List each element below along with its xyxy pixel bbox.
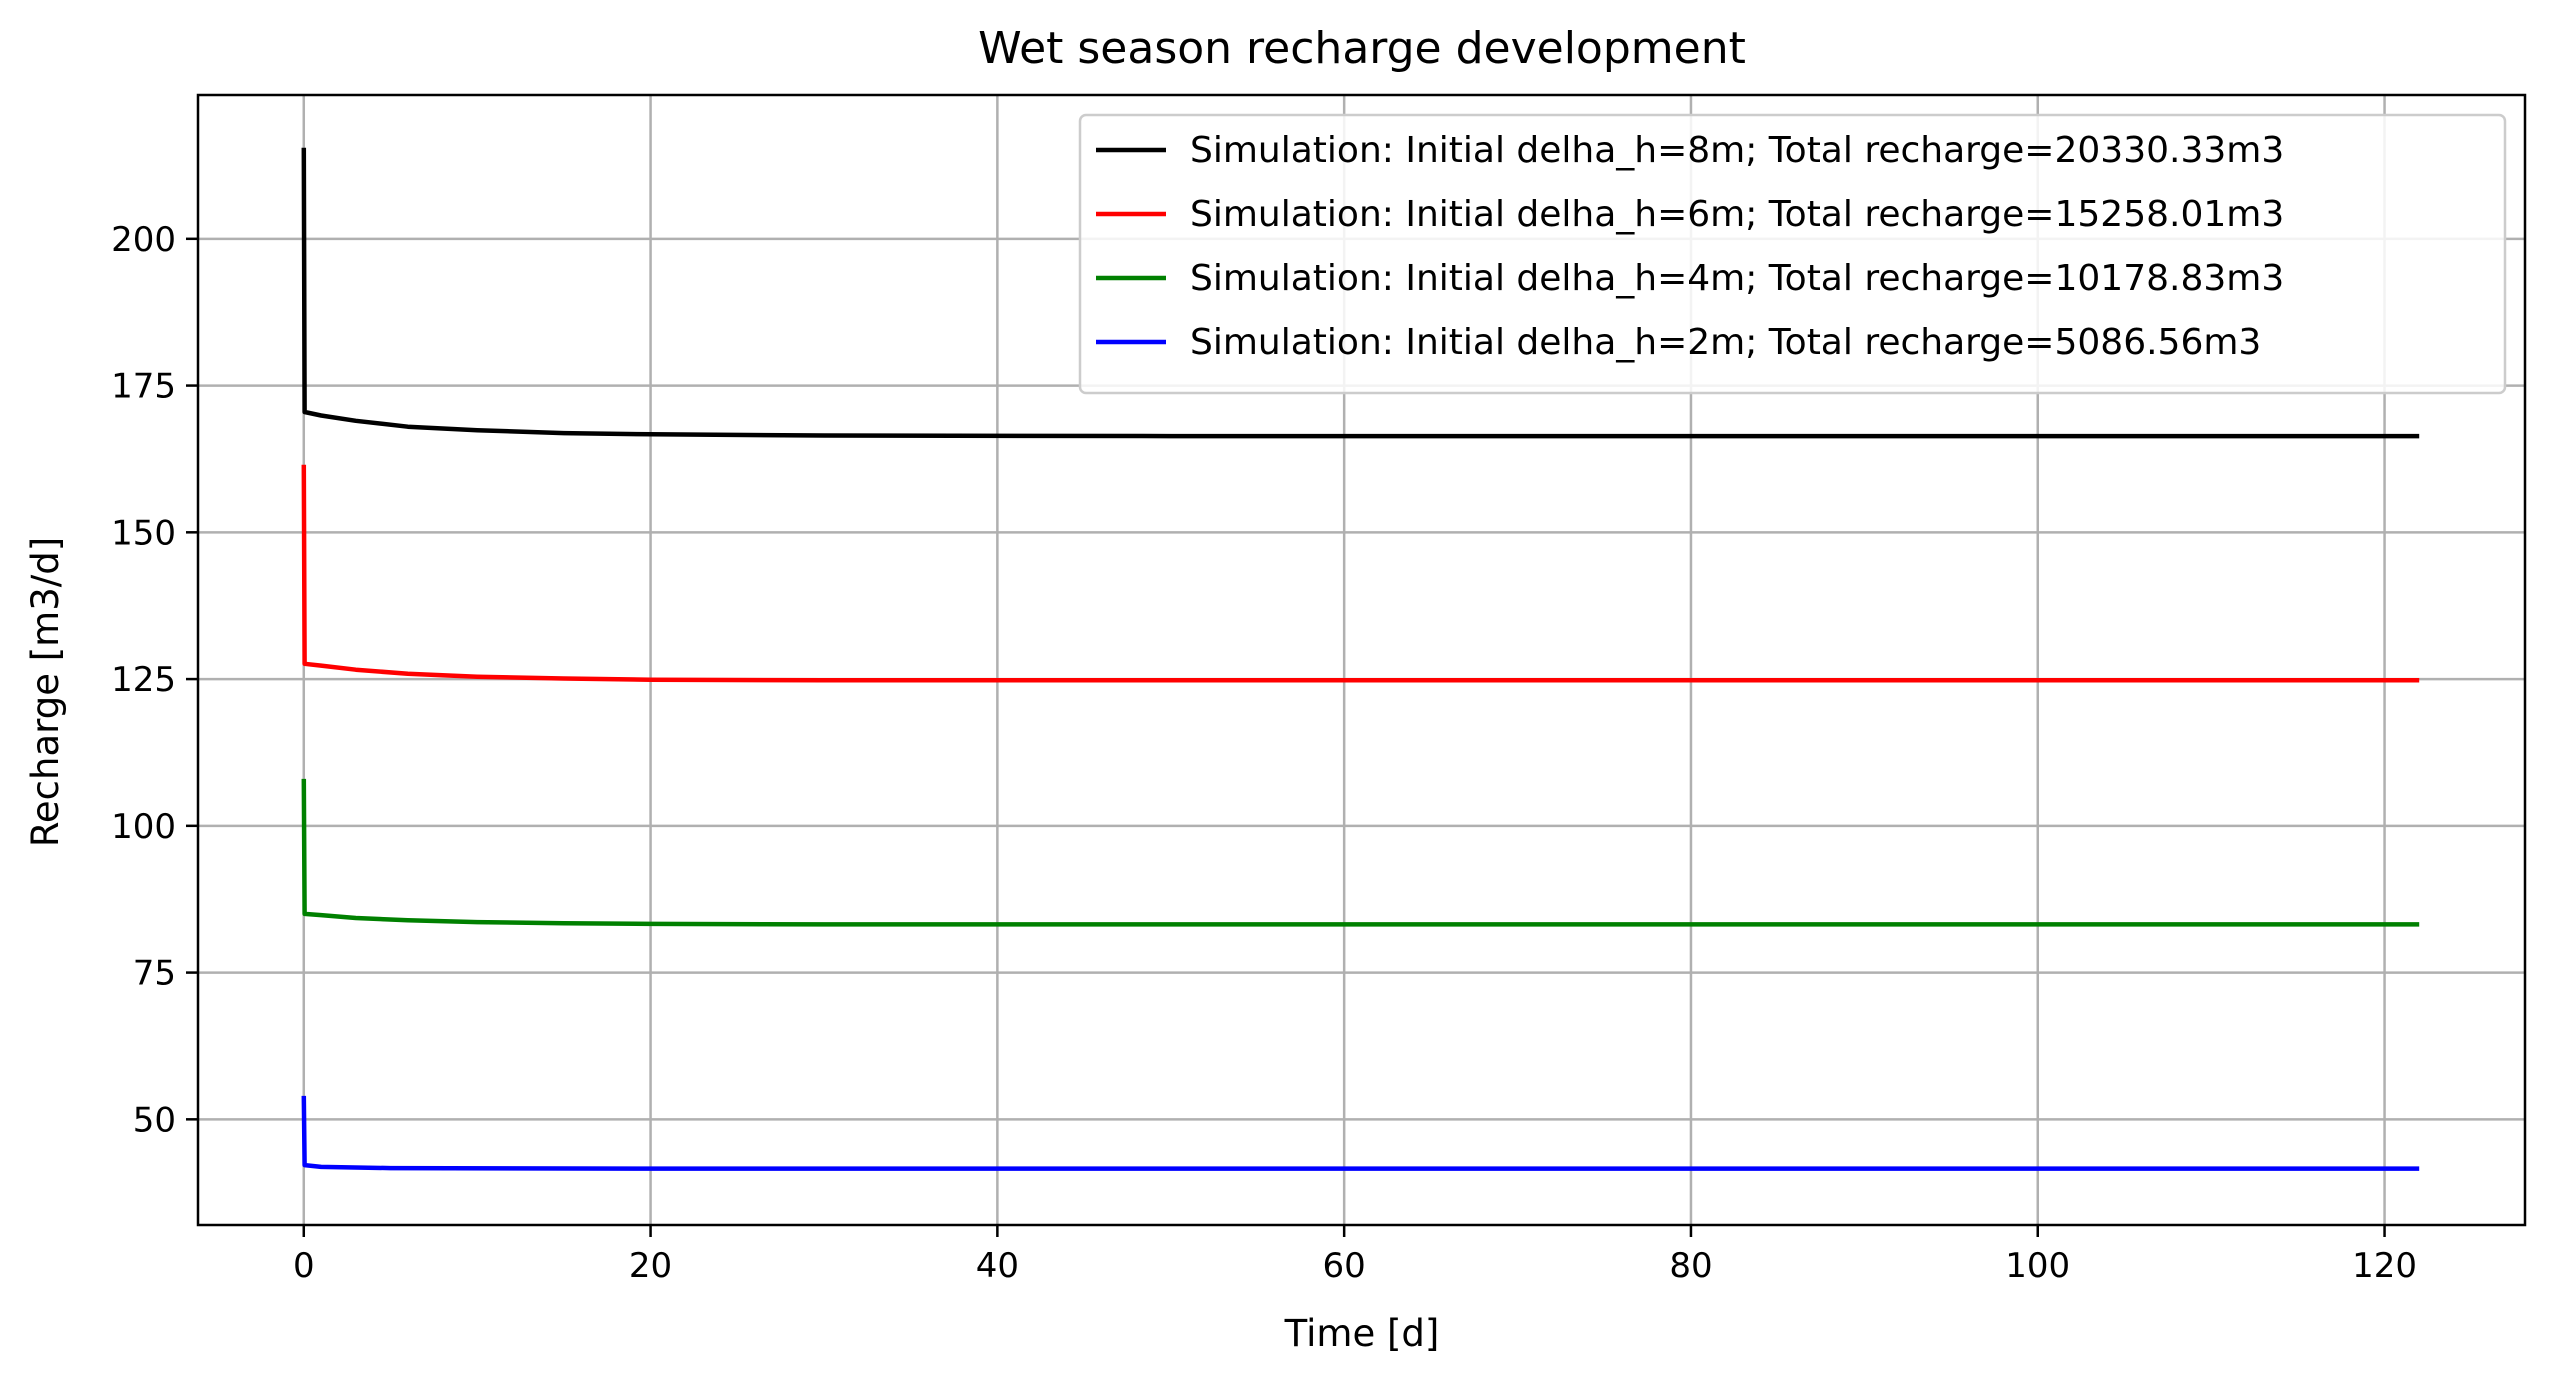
chart-title: Wet season recharge development xyxy=(978,23,1746,74)
y-axis-ticks: 50 75 100 125 150 175 200 xyxy=(111,220,198,1140)
x-tick-label: 60 xyxy=(1323,1246,1366,1286)
legend-label-3: Simulation: Initial delha_h=4m; Total re… xyxy=(1190,258,2284,299)
x-tick-label: 120 xyxy=(2352,1246,2417,1286)
legend-label-2: Simulation: Initial delha_h=6m; Total re… xyxy=(1190,194,2284,235)
x-tick-label: 80 xyxy=(1669,1246,1712,1286)
y-tick-label: 175 xyxy=(111,367,176,407)
legend-box xyxy=(1078,113,2507,395)
plot-frame xyxy=(196,93,2527,1227)
legend-label-1: Simulation: Initial delha_h=8m; Total re… xyxy=(1190,130,2284,171)
x-tick-label: 0 xyxy=(293,1246,315,1286)
legend: Simulation: Initial delha_h=8m; Total re… xyxy=(1078,113,2507,395)
y-tick-label: 50 xyxy=(133,1100,176,1140)
y-tick-label: 125 xyxy=(111,660,176,700)
series-line-1 xyxy=(301,147,2420,439)
series-line-3 xyxy=(301,778,2420,927)
y-tick-label: 75 xyxy=(133,954,176,994)
y-tick-label: 200 xyxy=(111,220,176,260)
y-tick-label: 150 xyxy=(111,513,176,553)
x-tick-label: 100 xyxy=(2005,1246,2070,1286)
y-axis-label: Recharge [m3/d] xyxy=(24,537,67,847)
x-tick-label: 20 xyxy=(629,1246,672,1286)
x-axis-label: Time [d] xyxy=(1284,1312,1440,1355)
series-line-2 xyxy=(301,464,2420,683)
x-axis-ticks: 0 20 40 60 80 100 120 xyxy=(293,1225,2417,1286)
y-tick-label: 100 xyxy=(111,807,176,847)
x-tick-label: 40 xyxy=(976,1246,1019,1286)
series-line-4 xyxy=(301,1095,2420,1171)
legend-label-4: Simulation: Initial delha_h=2m; Total re… xyxy=(1190,322,2261,363)
series-lines xyxy=(301,147,2420,1171)
